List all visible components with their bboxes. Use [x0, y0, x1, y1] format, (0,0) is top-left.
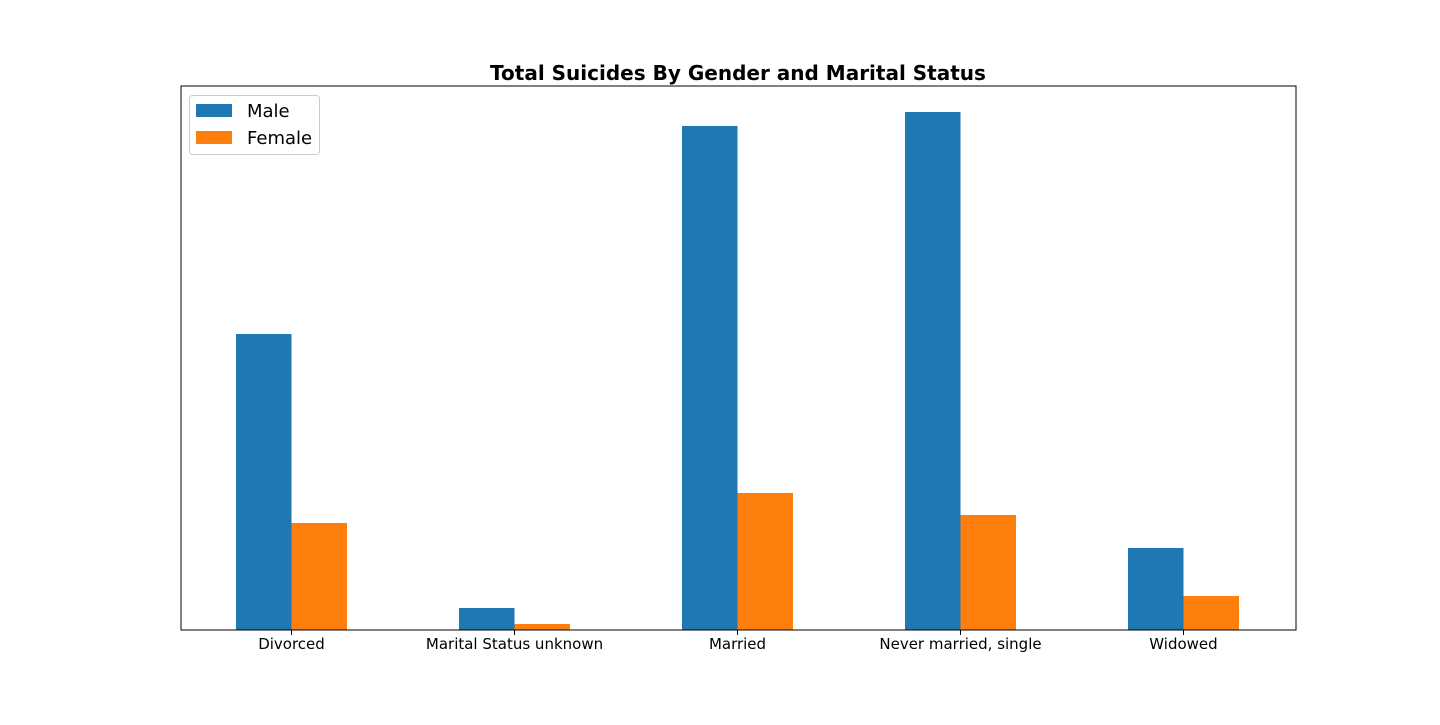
bar-male-0	[236, 334, 292, 630]
bar-female-4	[1183, 596, 1239, 630]
bars-group	[236, 112, 1239, 630]
x-axis-ticks: Divorced Marital Status unknown Married Nev…	[258, 630, 1218, 653]
legend-swatch-female	[196, 131, 232, 144]
x-tick-label: Never married, single	[879, 635, 1041, 653]
legend: Male Female	[189, 95, 320, 155]
bar-female-1	[514, 624, 570, 630]
bar-female-3	[960, 515, 1016, 630]
chart-title: Total Suicides By Gender and Marital Sta…	[490, 61, 986, 85]
x-tick-label: Widowed	[1149, 635, 1217, 653]
bar-female-0	[291, 523, 347, 630]
legend-label-female: Female	[247, 128, 312, 149]
x-tick-label: Married	[709, 635, 766, 653]
x-tick-label: Marital Status unknown	[426, 635, 603, 653]
x-tick-label: Divorced	[258, 635, 325, 653]
legend-swatch-male	[196, 104, 232, 117]
bar-female-2	[737, 493, 793, 630]
plot-frame	[180, 85, 1297, 631]
bar-male-2	[682, 126, 738, 630]
bar-male-3	[905, 112, 961, 630]
bar-male-1	[459, 608, 515, 630]
bar-male-4	[1128, 548, 1184, 630]
legend-label-male: Male	[247, 101, 290, 122]
